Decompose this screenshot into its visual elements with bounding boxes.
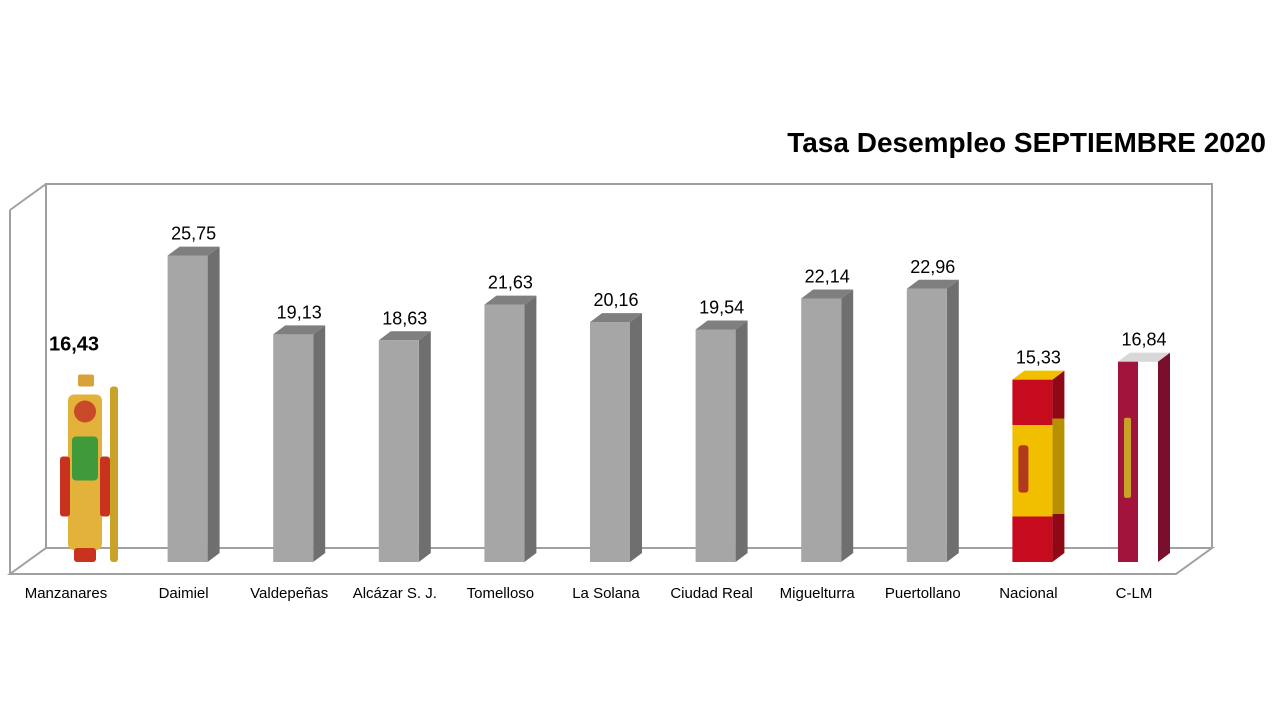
bar-front	[801, 298, 842, 562]
bar-top	[167, 246, 220, 256]
value-label-nacional: 15,33	[1016, 348, 1061, 368]
coat-of-arms-icon	[60, 374, 118, 562]
bar-manzanares	[60, 374, 118, 562]
category-label-c-lm: C-LM	[1116, 585, 1153, 602]
category-label-puertollano: Puertollano	[885, 585, 961, 602]
bar-side	[1158, 352, 1170, 562]
bar-top	[1118, 352, 1170, 362]
bar-front	[695, 329, 736, 562]
category-label-manzanares: Manzanares	[25, 585, 108, 602]
category-label-daimiel: Daimiel	[159, 585, 209, 602]
bar-top	[378, 331, 431, 341]
bar-front	[590, 322, 630, 562]
chart-title: Tasa Desempleo SEPTIEMBRE 2020	[787, 127, 1266, 158]
bar-top	[1012, 370, 1065, 380]
bar-side	[313, 325, 326, 562]
bar-front	[906, 288, 947, 562]
value-label-manzanares: 16,43	[49, 333, 99, 355]
value-label-tomelloso: 21,63	[488, 273, 533, 293]
bar-top	[801, 289, 854, 299]
bar-front	[273, 334, 314, 562]
back-wall	[45, 183, 1213, 548]
bar-side	[1052, 370, 1065, 562]
value-label-miguelturra: 22,14	[805, 267, 850, 287]
bar-top	[484, 295, 537, 305]
category-label-tomelloso: Tomelloso	[467, 585, 535, 602]
category-label-valdepenas: Valdepeñas	[250, 585, 328, 602]
bar-side	[418, 331, 431, 562]
bar-top	[695, 320, 748, 330]
bar-daimiel	[167, 246, 220, 562]
category-label-alcazar-s-j: Alcázar S. J.	[353, 585, 437, 602]
value-label-alcazar-s-j: 18,63	[382, 308, 427, 328]
bar-front	[167, 255, 208, 562]
bar-ciudad-real	[695, 320, 748, 562]
bar-side	[524, 295, 537, 562]
category-label-nacional: Nacional	[999, 585, 1057, 602]
bar-alcazar-s-j	[378, 331, 431, 562]
spain-coat-icon	[1018, 445, 1029, 493]
bar-top	[906, 279, 959, 289]
category-label-miguelturra: Miguelturra	[780, 585, 856, 602]
clm-emblem	[1124, 417, 1131, 498]
bar-front	[378, 340, 419, 562]
bar-side	[630, 313, 642, 562]
bar-puertollano	[906, 279, 959, 562]
bar-valdepenas	[273, 325, 326, 562]
value-label-puertollano: 22,96	[910, 257, 955, 277]
value-label-c-lm: 16,84	[1121, 330, 1166, 350]
clm-white-half	[1138, 361, 1158, 562]
bar-side	[841, 289, 854, 562]
value-label-ciudad-real: 19,54	[699, 297, 744, 317]
bar-nacional	[1012, 370, 1065, 562]
bar-side	[735, 320, 748, 562]
category-label-ciudad-real: Ciudad Real	[670, 585, 753, 602]
bar-top	[590, 313, 642, 323]
value-label-valdepenas: 19,13	[277, 302, 322, 322]
bar-tomelloso	[484, 295, 537, 562]
bar-side	[946, 279, 959, 562]
value-label-la-solana: 20,16	[593, 290, 638, 310]
category-label-la-solana: La Solana	[572, 585, 640, 602]
bar-miguelturra	[801, 289, 854, 562]
left-wall-edge	[9, 183, 47, 211]
bar-c-lm	[1118, 352, 1170, 562]
bar-top	[273, 325, 326, 335]
bar-side	[207, 246, 220, 562]
bar-front	[484, 304, 525, 562]
value-label-daimiel: 25,75	[171, 224, 216, 244]
bar-la-solana	[590, 313, 642, 562]
